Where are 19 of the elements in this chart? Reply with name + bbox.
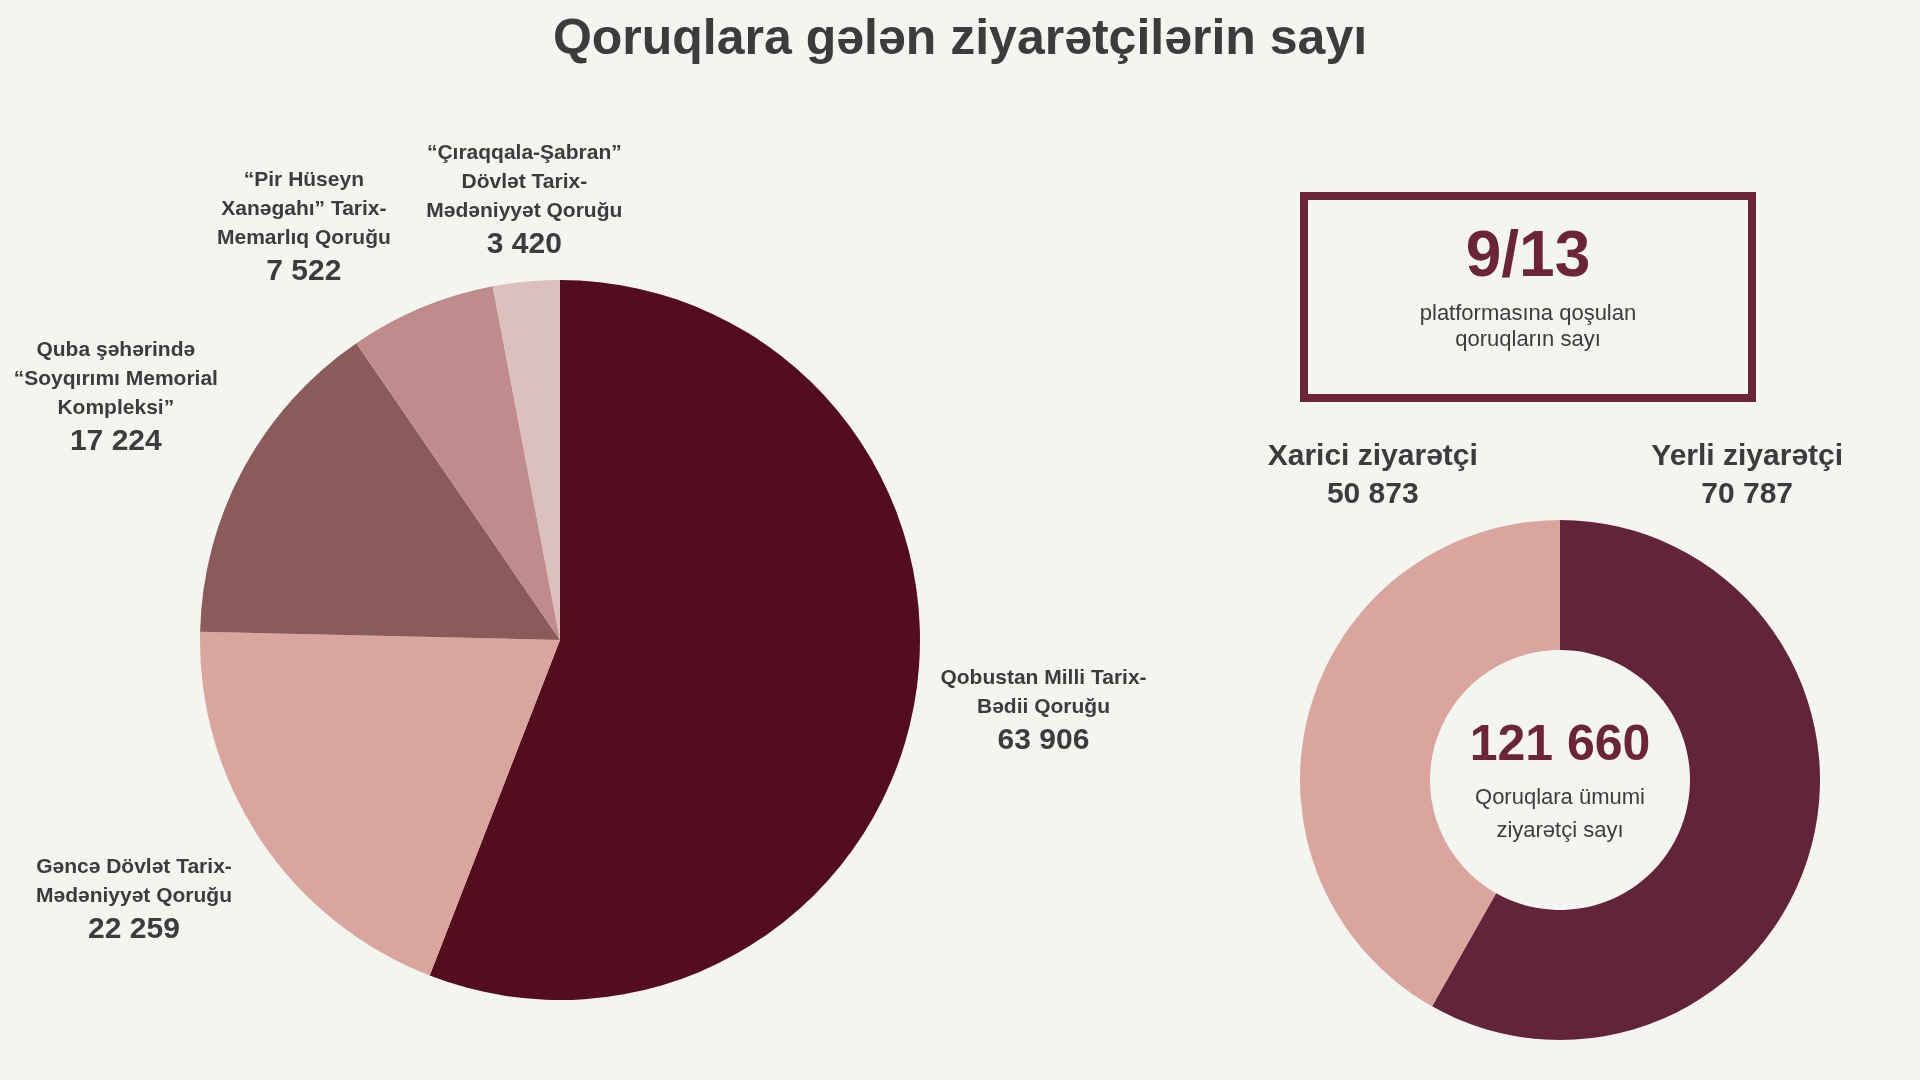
slice-label: Yerli ziyarətçi xyxy=(1650,437,1845,473)
chart-title: Qoruqlara gələn ziyarətçilərin sayı xyxy=(551,8,1369,66)
data-label: 3 420 xyxy=(485,224,563,261)
data-label: 17 224 xyxy=(68,422,163,459)
data-label: 63 906 xyxy=(996,720,1091,757)
slice-label: Xarici ziyarətçi xyxy=(1266,437,1479,473)
data-label: 50 873 xyxy=(1325,475,1420,511)
text: platformasına qoşulan qoruqların sayı xyxy=(1418,300,1638,352)
data-label: 7 522 xyxy=(265,252,343,289)
data-label: 70 787 xyxy=(1700,475,1795,511)
text: 9/13 xyxy=(1464,218,1592,290)
slice-label: “Pir Hüseyn Xanəgahı” Tarix-Memarlıq Qoruğu xyxy=(215,166,392,251)
data-label: 22 259 xyxy=(87,910,181,946)
text: Qoruqlara ümumi ziyarətçi sayı xyxy=(1474,783,1646,844)
text: 121 660 xyxy=(1468,714,1652,772)
slice-label: Quba şəhərində “Soyqırımı Memorial Kompleksi” xyxy=(12,336,219,421)
slice-label: Gəncə Dövlət Tarix-Mədəniyyət Qoruğu xyxy=(34,853,233,908)
slice-label: “Çıraqqala-Şabran” Dövlət Tarix-Mədəniyyət Qoruğu xyxy=(425,138,624,223)
slice-label: Qobustan Milli Tarix-Bədii Qoruğu xyxy=(939,663,1148,719)
